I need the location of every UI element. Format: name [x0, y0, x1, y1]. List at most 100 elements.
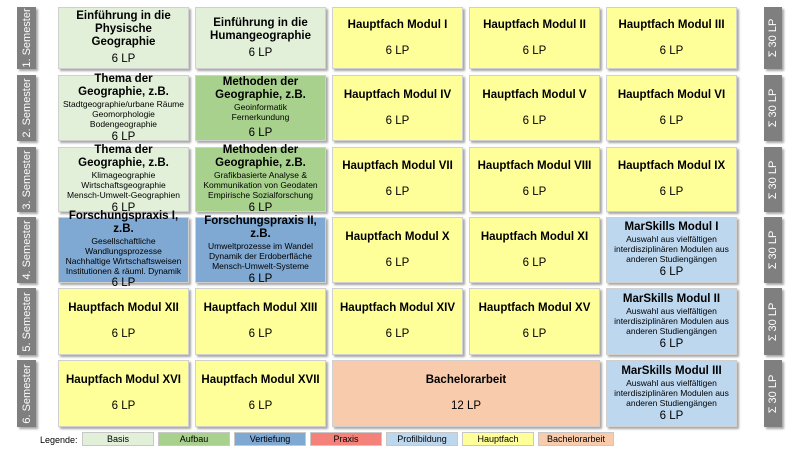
semester-sum-3: Σ 30 LP — [764, 147, 782, 212]
module-hauptfach-ix: Hauptfach Modul IX 6 LP — [606, 147, 737, 212]
module-hauptfach-viii: Hauptfach Modul VIII 6 LP — [469, 147, 600, 212]
module-marskills-ii: MarSkills Modul II Auswahl aus vielfälti… — [606, 288, 737, 355]
module-hauptfach-xvii: Hauptfach Modul XVII 6 LP — [195, 360, 326, 427]
module-credits: 6 LP — [111, 130, 136, 143]
module-examples: Auswahl aus vielfältigen interdisziplinä… — [614, 234, 729, 264]
module-credits: 6 LP — [522, 328, 547, 340]
module-hauptfach-vi: Hauptfach Modul VI 6 LP — [606, 75, 737, 141]
module-credits: 6 LP — [522, 186, 547, 198]
module-title: Hauptfach Modul XII — [68, 302, 179, 314]
module-hauptfach-iii: Hauptfach Modul III 6 LP — [606, 7, 737, 69]
module-title: Hauptfach Modul XVI — [66, 374, 181, 386]
module-title: Einführung in die Physische Geographie — [76, 10, 171, 48]
module-title: Hauptfach Modul XIII — [203, 302, 318, 314]
module-marskills-iii: MarSkills Modul III Auswahl aus vielfält… — [606, 360, 737, 427]
module-title: Hauptfach Modul VI — [617, 88, 726, 101]
legend-item-bachelorarbeit: Bachelorarbeit — [538, 432, 614, 446]
module-hauptfach-v: Hauptfach Modul V 6 LP — [469, 75, 600, 141]
module-credits: 6 LP — [111, 202, 136, 214]
module-hauptfach-xiii: Hauptfach Modul XIII 6 LP — [195, 288, 326, 355]
legend-label: Legende: — [40, 435, 78, 445]
module-title: Forschungspraxis II, z.B. — [204, 214, 317, 240]
module-credits: 6 LP — [111, 277, 136, 289]
module-credits: 6 LP — [385, 256, 410, 269]
module-einfuehrung-physische-geographie: Einführung in die Physische Geographie 6… — [58, 7, 189, 69]
module-credits: 6 LP — [385, 328, 410, 340]
module-hauptfach-xii: Hauptfach Modul XII 6 LP — [58, 288, 189, 355]
module-credits: 6 LP — [385, 186, 410, 198]
legend-item-praxis: Praxis — [310, 432, 382, 446]
module-examples: Umweltprozesse im Wandel Dynamik der Erd… — [207, 240, 314, 271]
module-credits: 6 LP — [385, 44, 410, 57]
module-title: Bachelorarbeit — [425, 374, 507, 386]
legend-item-vertiefung: Vertiefung — [234, 432, 306, 446]
semester-label-3: 3. Semester — [17, 147, 36, 212]
module-title: MarSkills Modul I — [624, 221, 719, 233]
semester-label-4: 4. Semester — [17, 217, 36, 283]
module-examples: Klimageographie Wirtschaftsgeographie Me… — [67, 170, 180, 200]
module-credits: 6 LP — [659, 114, 684, 127]
module-title: MarSkills Modul III — [621, 364, 722, 377]
module-title: Hauptfach Modul I — [347, 18, 448, 31]
semester-label-5: 5. Semester — [17, 288, 36, 355]
semester-sum-4: Σ 30 LP — [764, 217, 782, 283]
module-title: Methoden der Geographie, z.B. — [215, 144, 306, 169]
module-title: Hauptfach Modul XIV — [340, 302, 455, 314]
module-methoden-geographie-1: Methoden der Geographie, z.B. Geoinforma… — [195, 75, 326, 141]
module-examples: Geoinformatik Fernerkundung — [231, 102, 290, 122]
module-forschungspraxis-ii: Forschungspraxis II, z.B. Umweltprozesse… — [195, 214, 326, 285]
module-credits: 6 LP — [248, 272, 273, 285]
module-title: Hauptfach Modul V — [482, 88, 587, 101]
module-title: Methoden der Geographie, z.B. — [215, 76, 306, 101]
module-credits: 6 LP — [248, 400, 273, 412]
semester-label-1: 1. Semester — [17, 7, 36, 69]
semester-label-6: 6. Semester — [17, 360, 36, 427]
module-examples: Stadtgeographie/urbane Räume Geomorpholo… — [63, 98, 184, 129]
module-marskills-i: MarSkills Modul I Auswahl aus vielfältig… — [606, 217, 737, 283]
module-credits: 6 LP — [659, 337, 684, 350]
module-title: Forschungspraxis I, z.B. — [68, 210, 179, 235]
module-hauptfach-xvi: Hauptfach Modul XVI 6 LP — [58, 360, 189, 427]
module-credits: 6 LP — [659, 186, 684, 198]
module-credits: 6 LP — [248, 46, 273, 59]
module-hauptfach-iv: Hauptfach Modul IV 6 LP — [332, 75, 463, 141]
module-credits: 6 LP — [248, 328, 273, 340]
module-forschungspraxis-i: Forschungspraxis I, z.B. Gesellschaftlic… — [58, 210, 189, 289]
semester-sum-2: Σ 30 LP — [764, 75, 782, 141]
module-credits: 12 LP — [450, 400, 482, 412]
module-title: MarSkills Modul II — [622, 292, 721, 305]
module-credits: 6 LP — [248, 202, 273, 214]
legend-item-aufbau: Aufbau — [158, 432, 230, 446]
module-title: Thema der Geographie, z.B. — [78, 72, 169, 98]
semester-label-2: 2. Semester — [17, 75, 36, 141]
module-examples: Grafikbasierte Analyse & Kommunikation v… — [203, 170, 318, 200]
module-credits: 6 LP — [659, 266, 684, 278]
module-title: Hauptfach Modul XI — [480, 230, 589, 243]
module-title: Hauptfach Modul VII — [342, 160, 453, 172]
module-hauptfach-xi: Hauptfach Modul XI 6 LP — [469, 217, 600, 283]
module-hauptfach-ii: Hauptfach Modul II 6 LP — [469, 7, 600, 69]
semester-sum-6: Σ 30 LP — [764, 360, 782, 427]
module-hauptfach-x: Hauptfach Modul X 6 LP — [332, 217, 463, 283]
module-credits: 6 LP — [659, 409, 684, 422]
module-credits: 6 LP — [385, 114, 410, 127]
module-credits: 6 LP — [522, 44, 547, 57]
module-examples: Auswahl aus vielfältigen interdisziplinä… — [614, 377, 729, 408]
semester-sum-5: Σ 30 LP — [764, 288, 782, 355]
module-title: Einführung in die Humangeographie — [210, 16, 311, 42]
module-title: Hauptfach Modul XV — [478, 302, 591, 314]
module-credits: 6 LP — [522, 114, 547, 127]
module-title: Hauptfach Modul III — [618, 18, 725, 31]
module-hauptfach-xv: Hauptfach Modul XV 6 LP — [469, 288, 600, 355]
legend-item-hauptfach: Hauptfach — [462, 432, 534, 446]
legend-item-basis: Basis — [82, 432, 154, 446]
module-credits: 6 LP — [659, 44, 684, 57]
module-hauptfach-i: Hauptfach Modul I 6 LP — [332, 7, 463, 69]
module-credits: 6 LP — [248, 127, 273, 139]
module-examples: Gesellschaftliche Wandlungsprozesse Nach… — [65, 236, 182, 276]
module-hauptfach-vii: Hauptfach Modul VII 6 LP — [332, 147, 463, 212]
module-title: Hauptfach Modul IX — [617, 160, 726, 172]
module-thema-geographie-2: Thema der Geographie, z.B. Klimageograph… — [58, 144, 189, 214]
module-examples: Auswahl aus vielfältigen interdisziplinä… — [614, 305, 729, 336]
module-credits: 6 LP — [111, 53, 136, 65]
